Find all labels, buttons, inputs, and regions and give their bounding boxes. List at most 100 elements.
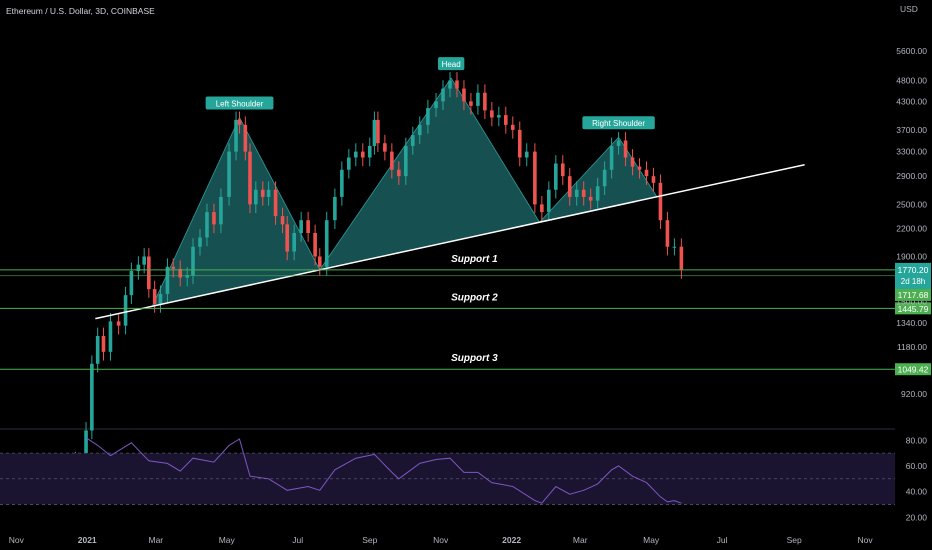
candle-body xyxy=(84,430,88,461)
price-axis-tick: 5600.00 xyxy=(896,46,927,56)
candle-body xyxy=(609,145,614,170)
time-axis-tick: Sep xyxy=(787,535,802,545)
support-price-tag-text: 1049.42 xyxy=(898,365,929,375)
candle-body xyxy=(234,119,238,152)
head-label: Head xyxy=(442,60,461,69)
rsi-axis-tick: 80.00 xyxy=(906,435,928,445)
candle-body xyxy=(616,140,621,146)
candle-body xyxy=(147,256,151,290)
candle-body xyxy=(360,151,365,158)
candle-body xyxy=(672,246,677,248)
low-price-text: 1717.68 xyxy=(898,290,929,300)
support-price-tag xyxy=(895,363,931,376)
candle-body xyxy=(476,92,480,106)
candle-body xyxy=(630,157,635,167)
candle-body xyxy=(651,176,656,183)
time-axis-tick: Jul xyxy=(292,535,303,545)
left-shoulder-label-box xyxy=(205,96,274,110)
support-price-tag xyxy=(895,302,931,315)
candle-body xyxy=(595,186,600,201)
neckline-trendline xyxy=(95,164,805,320)
candle-body xyxy=(212,212,216,225)
time-axis-tick: Nov xyxy=(9,535,25,545)
candle-body xyxy=(243,124,248,152)
price-axis-tick: 2200.00 xyxy=(896,224,927,234)
candle-body xyxy=(404,145,408,177)
candle-body xyxy=(574,189,579,197)
candle-body xyxy=(306,220,310,233)
price-axis-tick: 920.00 xyxy=(901,389,927,399)
candle-body xyxy=(462,88,466,102)
candle-body xyxy=(219,196,223,225)
candle-body xyxy=(553,163,558,190)
candle-body xyxy=(510,124,515,130)
support-price-tag-text: 1445.79 xyxy=(898,304,929,314)
time-axis-tick: Sep xyxy=(362,535,377,545)
candle-body xyxy=(152,289,157,304)
candle-body xyxy=(90,363,94,431)
countdown-text: 2d 18h xyxy=(901,277,925,286)
support-label: Support 2 xyxy=(451,292,498,303)
time-axis-tick: May xyxy=(643,535,660,545)
rsi-axis-tick: 40.00 xyxy=(906,487,928,497)
time-axis-tick: 2022 xyxy=(502,535,521,545)
candle-body xyxy=(285,224,290,252)
candle-body xyxy=(665,220,670,247)
candle-body xyxy=(367,145,372,158)
price-axis-tick: 2900.00 xyxy=(896,171,927,181)
candle-body xyxy=(588,196,593,201)
candle-body xyxy=(158,293,163,304)
price-axis-tick: 1180.00 xyxy=(897,342,927,352)
rsi-axis-tick: 20.00 xyxy=(906,512,928,522)
candle-body xyxy=(324,220,329,267)
candle-body xyxy=(448,80,452,89)
time-axis-tick: 2021 xyxy=(78,535,97,545)
candle-body xyxy=(280,216,285,225)
candle-body xyxy=(490,110,494,118)
candle-body xyxy=(637,166,642,170)
time-axis-tick: Mar xyxy=(573,535,588,545)
time-axis-tick: Mar xyxy=(148,535,163,545)
candle-body xyxy=(517,129,522,158)
rsi-line xyxy=(85,437,682,504)
last-price-text: 1770.20 xyxy=(898,265,929,275)
right-shoulder-label: Right Shoulder xyxy=(592,119,645,128)
candle-body xyxy=(123,295,128,326)
candle-body xyxy=(248,151,252,205)
candle-body xyxy=(354,151,358,158)
candle-body xyxy=(95,335,100,364)
candle-body xyxy=(136,264,141,272)
low-price-tag xyxy=(895,288,931,301)
candle-body xyxy=(178,268,183,278)
candle-body xyxy=(644,169,649,177)
candle-body xyxy=(547,189,551,213)
candle-body xyxy=(142,256,146,265)
candle-body xyxy=(254,189,258,205)
candle-body xyxy=(426,108,430,125)
candle-body xyxy=(340,169,344,197)
price-axis-tick: 4800.00 xyxy=(896,75,927,85)
candle-body xyxy=(533,151,537,205)
candle-body xyxy=(185,275,190,278)
time-axis-tick: Nov xyxy=(858,535,874,545)
candle-body xyxy=(397,169,401,177)
price-axis-tick: 1340.00 xyxy=(896,318,927,328)
candle-body xyxy=(171,266,176,269)
right-shoulder-label-box xyxy=(582,116,655,130)
candle-body xyxy=(581,189,586,197)
candle-body xyxy=(273,189,278,217)
candle-body xyxy=(317,256,322,267)
candle-body xyxy=(504,115,508,125)
candle-body xyxy=(376,119,380,144)
candle-body xyxy=(390,151,394,170)
candle-body xyxy=(299,220,303,233)
candle-body xyxy=(198,237,202,247)
candle-body xyxy=(540,204,544,213)
price-axis-tick: 1900.00 xyxy=(896,251,927,261)
candle-body xyxy=(658,182,663,221)
price-axis-tick: 3300.00 xyxy=(896,147,927,157)
candle-body xyxy=(101,335,106,352)
candle-body xyxy=(129,271,134,296)
candle-body xyxy=(441,88,445,102)
